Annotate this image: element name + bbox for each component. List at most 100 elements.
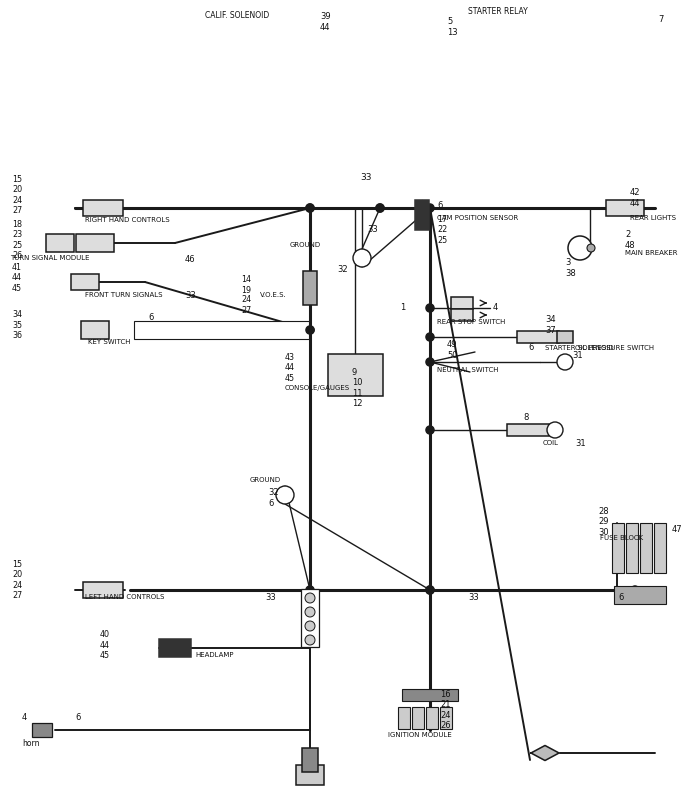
Text: REAR LIGHTS: REAR LIGHTS (630, 215, 676, 221)
Text: 40
44
45: 40 44 45 (100, 630, 110, 660)
Text: TURN SIGNAL MODULE: TURN SIGNAL MODULE (10, 255, 89, 261)
Text: 33: 33 (468, 594, 479, 602)
Bar (83, 200, 123, 216)
Text: STARTER SOLENOID: STARTER SOLENOID (545, 345, 614, 351)
Text: 5
13: 5 13 (447, 18, 458, 37)
Bar (415, 200, 429, 230)
Circle shape (353, 249, 371, 267)
Text: 28
29
30: 28 29 30 (598, 507, 609, 537)
Text: 47: 47 (672, 526, 683, 534)
Text: 2
48: 2 48 (625, 230, 636, 250)
Text: CALIF. SOLENOID: CALIF. SOLENOID (205, 10, 269, 19)
Text: 16
21
24
26: 16 21 24 26 (440, 690, 451, 730)
Text: 39
44: 39 44 (320, 12, 331, 32)
Bar (654, 523, 666, 573)
Bar (517, 331, 559, 343)
Text: GROUND: GROUND (290, 242, 321, 248)
Text: 4: 4 (22, 714, 27, 722)
Text: OIL PRESSURE SWITCH: OIL PRESSURE SWITCH (575, 345, 654, 351)
Bar (398, 707, 410, 729)
Bar (557, 331, 573, 343)
Text: 15
20
24
27: 15 20 24 27 (12, 175, 22, 215)
Text: 24
27: 24 27 (241, 295, 251, 314)
Bar (327, 354, 383, 396)
Text: CONSOLE/GAUGES: CONSOLE/GAUGES (285, 385, 350, 391)
Text: CAM POSITION SENSOR: CAM POSITION SENSOR (437, 215, 518, 221)
Bar (426, 707, 438, 729)
Circle shape (306, 586, 314, 594)
Bar (402, 689, 458, 701)
Text: IGNITION MODULE: IGNITION MODULE (388, 732, 452, 738)
Text: NEUTRAL SWITCH: NEUTRAL SWITCH (437, 367, 498, 373)
Circle shape (426, 586, 434, 594)
Text: 33: 33 (367, 226, 378, 234)
Text: 9
10
11
12: 9 10 11 12 (352, 368, 362, 408)
Bar (76, 234, 114, 252)
Text: 8: 8 (523, 414, 528, 422)
Bar (412, 707, 424, 729)
Text: 32: 32 (337, 266, 348, 274)
Text: 49
50: 49 50 (447, 340, 457, 360)
Text: STARTER RELAY: STARTER RELAY (468, 7, 528, 17)
Circle shape (426, 586, 434, 594)
Bar (302, 748, 318, 772)
Circle shape (305, 621, 315, 631)
Text: 33: 33 (360, 174, 371, 182)
Circle shape (547, 422, 563, 438)
Text: 34
35
36: 34 35 36 (12, 310, 22, 340)
Bar (451, 309, 473, 321)
Circle shape (305, 593, 315, 603)
Circle shape (306, 204, 314, 212)
Text: 42
44: 42 44 (630, 188, 641, 208)
Circle shape (426, 204, 434, 212)
Bar (612, 523, 624, 573)
Text: MAIN BREAKER: MAIN BREAKER (625, 250, 678, 256)
Text: 15
20
24
27: 15 20 24 27 (12, 560, 22, 600)
Text: 33: 33 (265, 594, 276, 602)
Text: 41
44
45: 41 44 45 (12, 263, 22, 293)
Bar (606, 200, 644, 216)
Circle shape (426, 304, 434, 312)
Bar (440, 707, 452, 729)
Text: horn: horn (22, 738, 40, 747)
Text: 6: 6 (75, 714, 80, 722)
Circle shape (376, 204, 384, 212)
Circle shape (306, 204, 314, 212)
Text: 43
44
45: 43 44 45 (285, 353, 295, 383)
Text: 34
37: 34 37 (545, 315, 556, 334)
Bar (71, 274, 99, 290)
Text: FRONT TURN SIGNALS: FRONT TURN SIGNALS (85, 292, 163, 298)
Bar (133, 321, 309, 339)
Text: 4: 4 (493, 303, 498, 313)
Bar (46, 234, 74, 252)
Bar (301, 589, 319, 647)
Bar (626, 523, 638, 573)
Circle shape (568, 236, 592, 260)
Text: 3
38: 3 38 (565, 258, 576, 278)
Text: 31: 31 (572, 350, 583, 359)
Circle shape (305, 607, 315, 617)
Bar (303, 271, 317, 305)
Circle shape (426, 333, 434, 341)
Bar (614, 586, 666, 604)
Text: 6: 6 (437, 201, 443, 210)
Text: LEFT HAND CONTROLS: LEFT HAND CONTROLS (85, 594, 164, 600)
Text: V.O.E.S.: V.O.E.S. (260, 292, 287, 298)
Text: RIGHT HAND CONTROLS: RIGHT HAND CONTROLS (85, 217, 170, 223)
Circle shape (631, 586, 639, 594)
Text: 31: 31 (575, 438, 586, 447)
Text: 6: 6 (618, 594, 623, 602)
Text: 14
19: 14 19 (241, 275, 251, 294)
Bar (81, 321, 109, 339)
Text: GROUND: GROUND (250, 477, 281, 483)
Text: 17
22
25: 17 22 25 (437, 215, 447, 245)
Bar (159, 639, 191, 657)
Text: FUSE BLOCK: FUSE BLOCK (600, 535, 643, 541)
Text: 1: 1 (400, 303, 406, 313)
Bar (296, 765, 324, 785)
Circle shape (276, 486, 294, 504)
Text: REAR STOP SWITCH: REAR STOP SWITCH (437, 319, 505, 325)
Bar (507, 424, 549, 436)
Text: 46: 46 (185, 255, 195, 265)
Text: HEADLAMP: HEADLAMP (195, 652, 234, 658)
